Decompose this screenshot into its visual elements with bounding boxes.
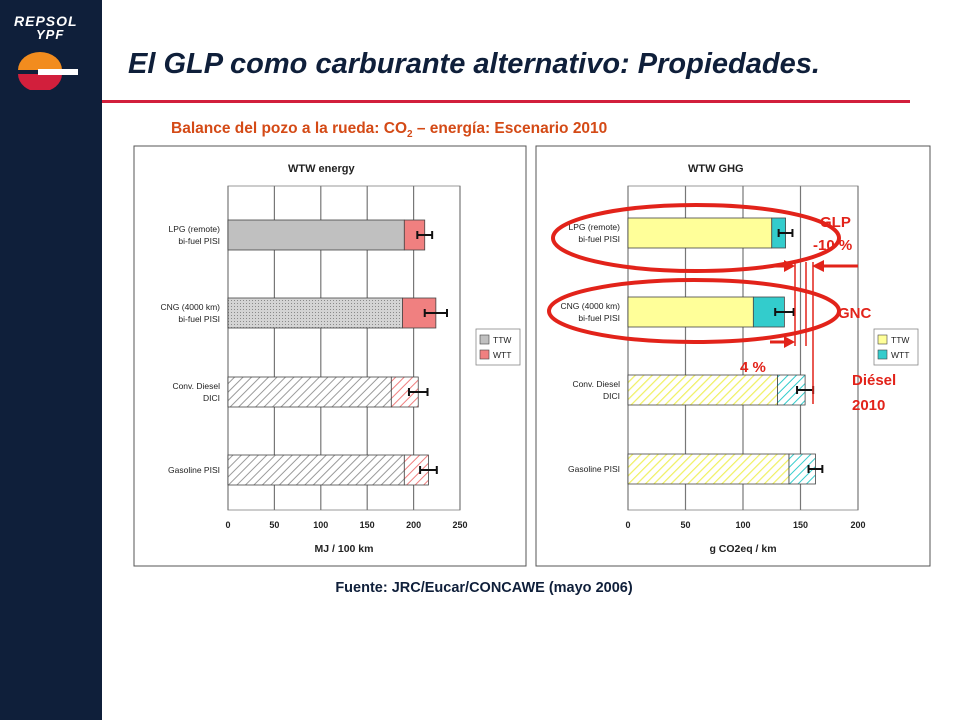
x-tick-label: 200 [406,520,421,530]
category-label: Gasoline PISI [168,465,220,475]
x-tick-label: 150 [793,520,808,530]
bar-ttw [627,453,790,485]
logo-sun-icon [18,52,78,90]
source-note: Fuente: JRC/Eucar/CONCAWE (mayo 2006) [0,580,960,596]
pct4-arrow-head [784,336,795,348]
category-label: DICI [603,391,620,401]
x-tick-label: 0 [625,520,630,530]
legend-swatch [479,334,490,345]
x-tick-label: 0 [225,520,230,530]
bar-ttw [627,296,754,328]
chart-title: WTW GHG [688,163,744,175]
category-label: bi-fuel PISI [578,313,620,323]
source-text: Fuente: JRC/Eucar/CONCAWE (mayo 2006) [335,580,633,596]
sidebar: REPSOL YPF [0,0,102,720]
x-tick-label: 150 [360,520,375,530]
bar-ttw [227,454,405,486]
gnc-label: GNC [838,305,872,322]
gnc-highlight-ellipse [547,278,841,344]
page-title: El GLP como carburante alternativo: Prop… [128,48,820,80]
subtitle-prefix: Balance del pozo a la rueda: CO [171,120,408,137]
x-tick-label: 100 [313,520,328,530]
legend-label: TTW [891,335,909,345]
logo-line2: YPF [36,27,65,42]
category-label: bi-fuel PISI [178,236,220,246]
x-tick-label: 50 [680,520,690,530]
x-axis-label: g CO2eq / km [709,543,776,555]
repsol-ypf-logo: REPSOL YPF [14,14,90,94]
diesel-label-line2: 2010 [852,397,886,414]
title-divider [102,100,910,103]
legend-label: WTT [493,350,511,360]
glp-arrow-left-head [784,260,795,272]
x-axis-label: MJ / 100 km [315,543,374,555]
x-tick-label: 250 [452,520,467,530]
category-label: Conv. Diesel [572,379,620,389]
bar-ttw [627,217,773,249]
glp-highlight-ellipse [551,203,841,273]
category-label: CNG (4000 km) [160,302,220,312]
category-label: Conv. Diesel [172,381,220,391]
diesel-label-line1: Diésel [852,372,897,389]
bar-ttw [227,297,403,329]
category-label: DICI [203,393,220,403]
legend-label: WTT [891,350,909,360]
x-tick-label: 200 [850,520,865,530]
legend-swatch [877,334,888,345]
four-percent-label: 4 % [740,359,766,376]
legend-swatch [479,349,490,360]
category-label: Gasoline PISI [568,464,620,474]
category-label: CNG (4000 km) [560,301,620,311]
category-label: LPG (remote) [169,224,221,234]
category-label: bi-fuel PISI [578,234,620,244]
logo-line1: REPSOL [14,13,78,29]
chart-title: WTW energy [288,163,355,175]
category-label: LPG (remote) [569,222,621,232]
category-label: bi-fuel PISI [178,314,220,324]
x-tick-label: 50 [269,520,279,530]
chart-subtitle: Balance del pozo a la rueda: CO2 – energ… [171,120,607,140]
bar-ttw [227,219,405,251]
legend-swatch [877,349,888,360]
subtitle-suffix: – energía: Escenario 2010 [412,120,608,137]
bar-ttw [627,374,778,406]
subtitle-sub: 2 [407,129,413,141]
bar-ttw [227,376,392,408]
legend-label: TTW [493,335,511,345]
glp-label: GLP [820,214,851,231]
x-tick-label: 100 [735,520,750,530]
glp-percent-label: -10 % [813,237,853,254]
glp-arrow-head [812,260,824,272]
